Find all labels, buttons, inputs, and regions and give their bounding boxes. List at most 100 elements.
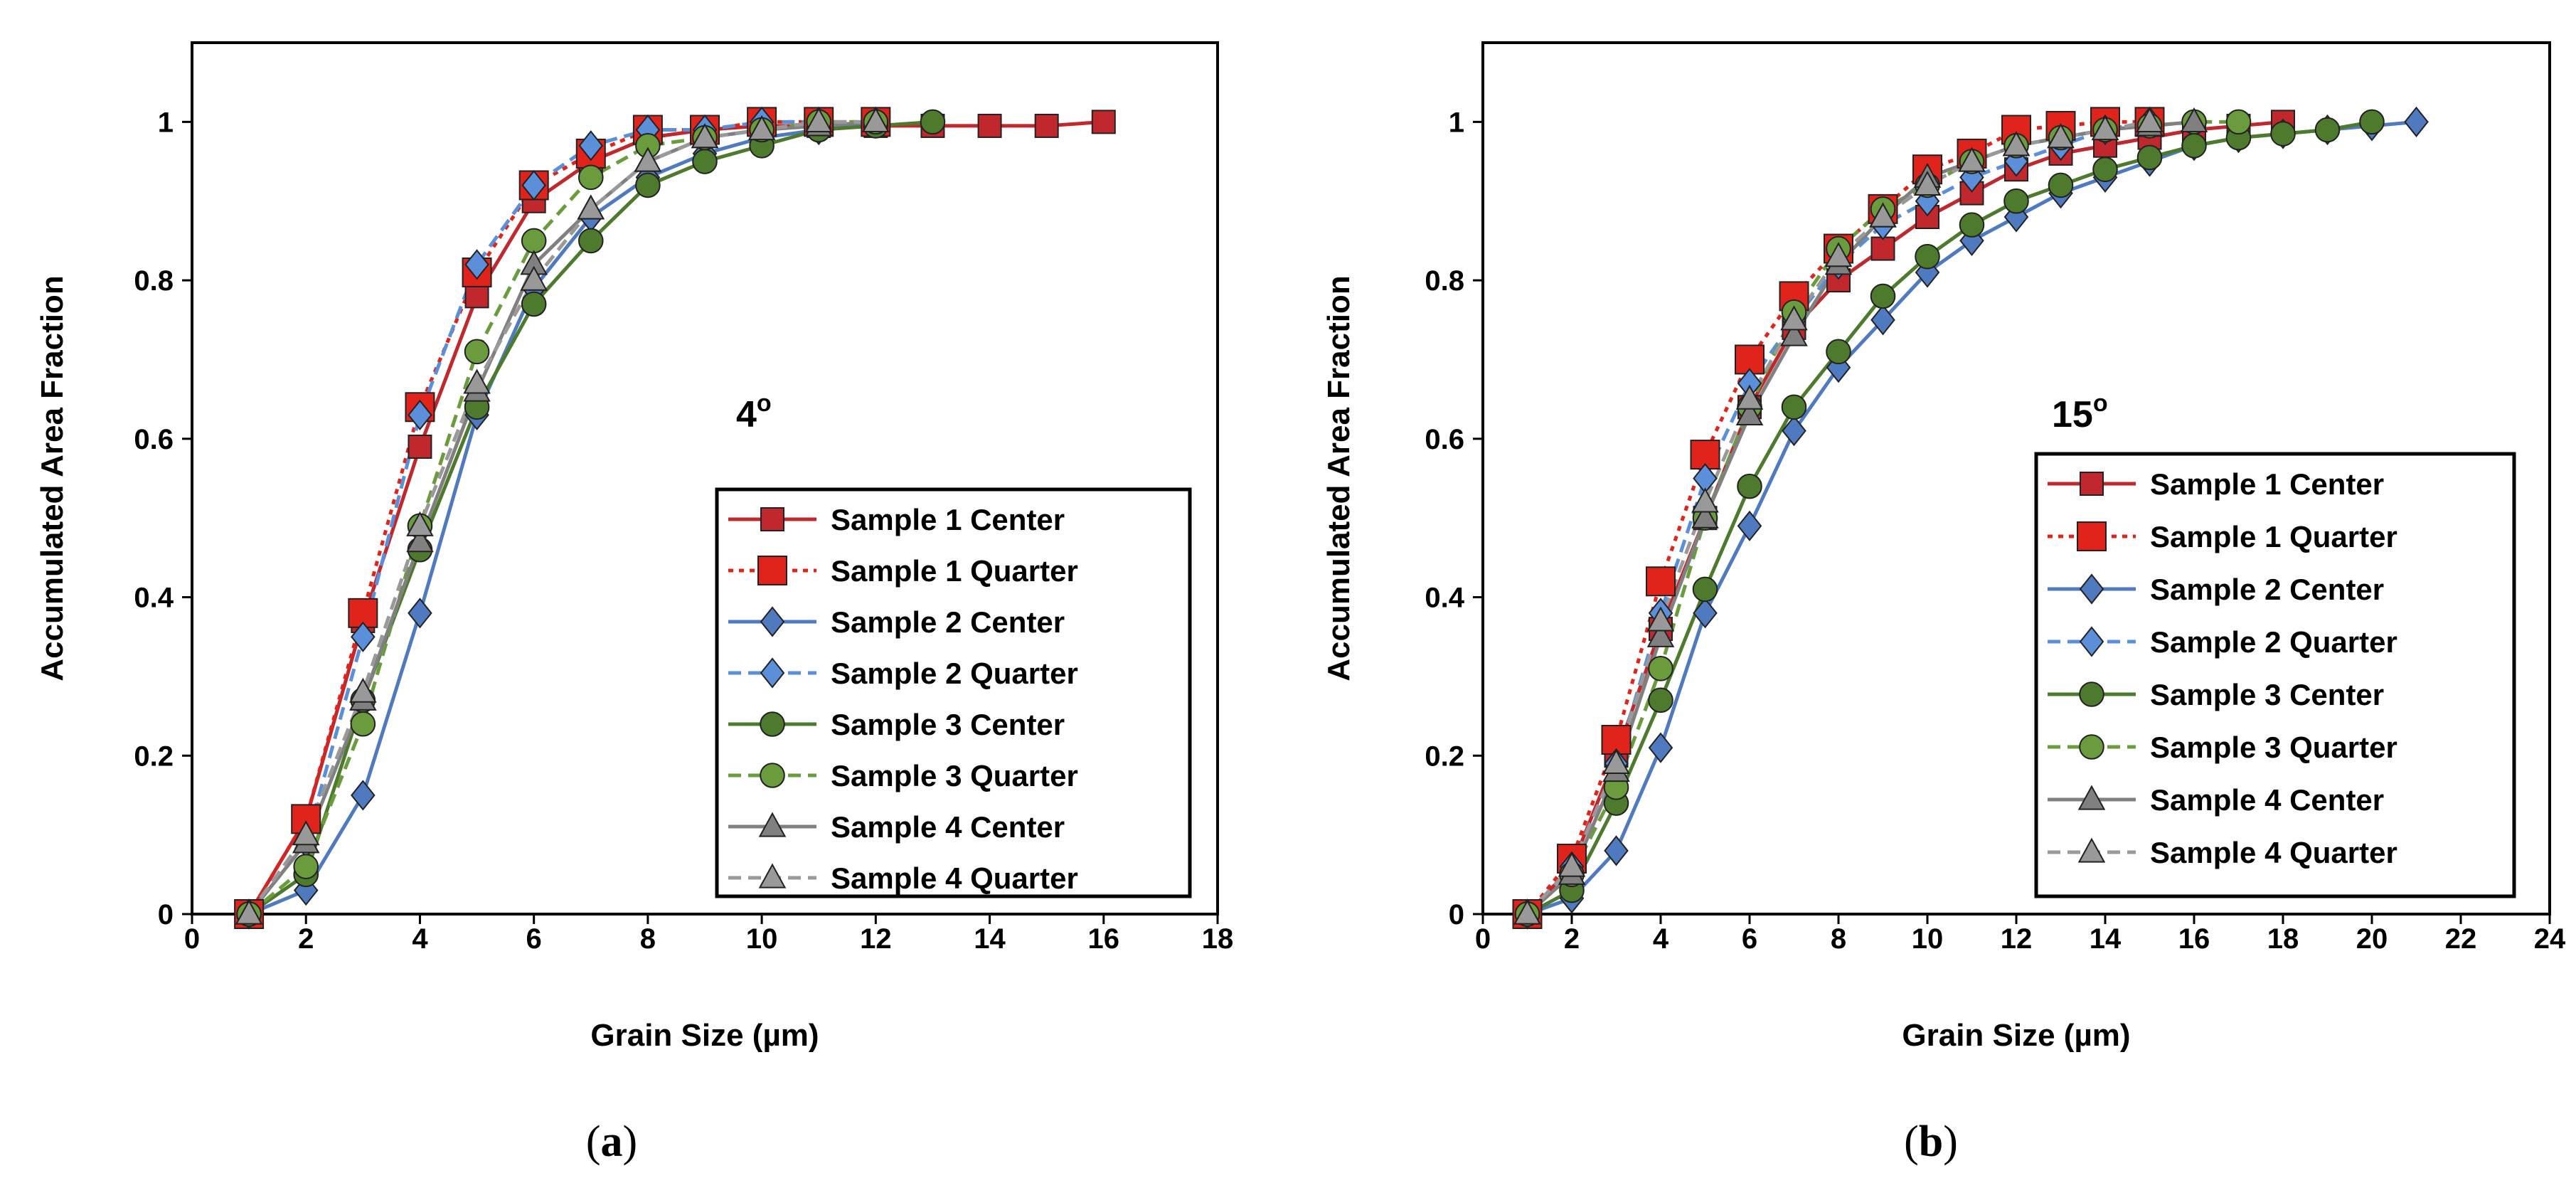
- y-tick-label: 0.6: [134, 424, 174, 455]
- data-point: [2404, 106, 2429, 137]
- legend-swatch-marker: [760, 763, 785, 788]
- legend-swatch-marker: [2079, 681, 2104, 707]
- data-point: [1691, 503, 1719, 529]
- legend-box: [2034, 452, 2516, 898]
- x-tick-label: 0: [184, 923, 200, 955]
- data-point: [2181, 132, 2207, 159]
- data-point: [1646, 566, 1676, 597]
- data-point: [1959, 181, 1984, 206]
- data-point: [634, 147, 662, 172]
- data-point: [464, 249, 489, 280]
- data-point: [1870, 304, 1895, 336]
- data-point: [2048, 172, 2074, 198]
- data-point: [2359, 109, 2385, 135]
- legend-swatch-marker: [760, 711, 785, 737]
- data-point: [1646, 622, 1675, 647]
- series-line: [247, 120, 1104, 916]
- data-point: [578, 164, 604, 191]
- data-point: [349, 677, 377, 703]
- data-point: [2270, 121, 2296, 147]
- x-tick-label: 10: [746, 923, 778, 955]
- data-point: [406, 527, 434, 553]
- data-point: [1870, 236, 1895, 261]
- data-point: [293, 854, 319, 879]
- data-point: [521, 291, 547, 317]
- data-point: [350, 711, 376, 737]
- data-point: [1780, 321, 1808, 346]
- data-point: [577, 194, 605, 220]
- data-point: [1091, 110, 1116, 134]
- data-point: [2225, 109, 2252, 135]
- x-tick-label: 14: [974, 923, 1006, 955]
- y-axis-title: Accumulated Area Fraction: [35, 275, 70, 681]
- data-point: [406, 511, 434, 536]
- legend-swatch-marker: [2079, 734, 2104, 760]
- data-point: [1513, 899, 1541, 925]
- legend-label: Sample 2 Center: [2150, 573, 2384, 606]
- series-line: [248, 120, 819, 916]
- data-point: [1913, 170, 1942, 196]
- y-tick-label: 1: [158, 107, 174, 138]
- y-tick-label: 0.2: [134, 741, 174, 772]
- caption-open: (: [1904, 1118, 1919, 1166]
- data-point: [1602, 748, 1630, 775]
- legend-label: Sample 4 Quarter: [831, 861, 1078, 895]
- angle-degree-sign: o: [2093, 390, 2108, 417]
- y-tick-label: 0.6: [1425, 424, 1464, 455]
- y-axis-title: Accumulated Area Fraction: [1321, 275, 1356, 681]
- series-line: [1526, 120, 2195, 916]
- legend-label: Sample 1 Center: [831, 503, 1065, 536]
- data-point: [1692, 576, 1718, 603]
- caption-letter: b: [1919, 1118, 1943, 1166]
- data-point: [521, 228, 547, 254]
- x-tick-label: 2: [1564, 923, 1580, 955]
- x-tick-label: 16: [1088, 923, 1120, 955]
- x-tick-label: 6: [1742, 923, 1757, 955]
- legend-label: Sample 2 Center: [831, 605, 1065, 639]
- data-point: [1648, 732, 1673, 763]
- data-point: [520, 265, 548, 291]
- data-point: [920, 109, 946, 135]
- x-tick-label: 6: [526, 923, 542, 955]
- data-point: [2136, 144, 2163, 171]
- legend: Sample 1 Center Sample 1 Quarter Sample 2 …: [2034, 452, 2516, 898]
- x-tick-label: 8: [640, 923, 656, 955]
- data-point: [747, 115, 776, 141]
- data-point: [292, 820, 320, 846]
- x-tick-label: 12: [860, 923, 892, 955]
- data-point: [1915, 243, 1940, 270]
- angle-annotation: 15o: [2052, 390, 2108, 435]
- data-point: [2314, 117, 2341, 143]
- x-tick-label: 0: [1475, 923, 1491, 955]
- y-tick-label: 0.8: [1425, 265, 1464, 297]
- data-point: [1691, 487, 1719, 513]
- data-point: [692, 149, 718, 174]
- x-tick-label: 16: [2178, 923, 2210, 955]
- angle-value: 4: [736, 394, 757, 435]
- legend-swatch-marker: [2080, 472, 2104, 496]
- y-tick-label: 0: [158, 899, 174, 930]
- data-point: [1826, 339, 1851, 365]
- y-tick-label: 1: [1449, 107, 1464, 138]
- legend-label: Sample 4 Center: [2150, 783, 2384, 817]
- legend-swatch-marker: [760, 507, 784, 531]
- legend-swatch-marker: [2079, 626, 2104, 657]
- data-point: [2047, 123, 2075, 149]
- data-point: [2136, 107, 2163, 132]
- x-tick-label: 12: [2001, 923, 2033, 955]
- data-point: [635, 172, 661, 198]
- data-point: [1735, 384, 1764, 410]
- data-point: [1646, 606, 1675, 632]
- series-group: [1512, 106, 2429, 930]
- x-tick-label: 18: [1202, 923, 1234, 955]
- angle-degree-sign: o: [757, 390, 772, 417]
- data-point: [2091, 115, 2119, 141]
- data-point: [1737, 473, 1762, 499]
- x-tick-label: 20: [2356, 923, 2388, 955]
- data-point: [1781, 394, 1807, 420]
- legend-label: Sample 3 Quarter: [2150, 731, 2397, 764]
- x-tick-label: 18: [2267, 923, 2299, 955]
- x-tick-label: 22: [2445, 923, 2477, 955]
- legend-label: Sample 1 Quarter: [831, 554, 1078, 588]
- data-point: [521, 169, 546, 201]
